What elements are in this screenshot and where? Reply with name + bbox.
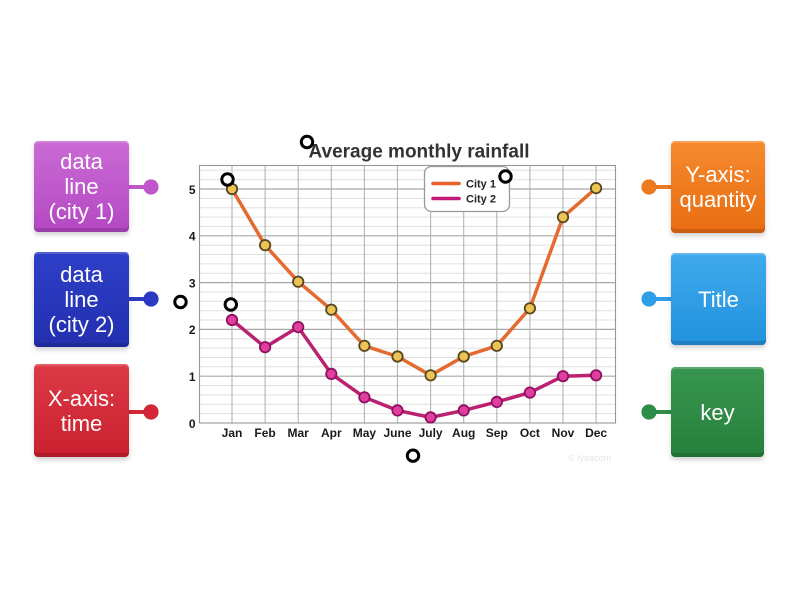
svg-text:0: 0 <box>189 417 196 431</box>
svg-text:July: July <box>419 426 443 440</box>
svg-text:Apr: Apr <box>321 426 342 440</box>
svg-text:Sep: Sep <box>486 426 508 440</box>
svg-text:Jan: Jan <box>222 426 243 440</box>
svg-text:5: 5 <box>189 183 196 197</box>
svg-text:Dec: Dec <box>585 426 607 440</box>
svg-text:© fyeacom: © fyeacom <box>568 453 611 463</box>
svg-text:4: 4 <box>189 230 196 244</box>
svg-text:1: 1 <box>189 370 196 384</box>
svg-text:City 2: City 2 <box>466 194 496 206</box>
svg-text:2: 2 <box>189 323 196 337</box>
svg-text:Feb: Feb <box>254 426 275 440</box>
svg-text:City 1: City 1 <box>466 179 496 191</box>
svg-text:3: 3 <box>189 276 196 290</box>
svg-text:Mar: Mar <box>288 426 310 440</box>
svg-text:Oct: Oct <box>520 426 540 440</box>
svg-text:June: June <box>383 426 411 440</box>
svg-text:May: May <box>353 426 377 440</box>
svg-text:Nov: Nov <box>552 426 575 440</box>
svg-text:Aug: Aug <box>452 426 475 440</box>
svg-text:Average monthly rainfall: Average monthly rainfall <box>308 142 529 163</box>
